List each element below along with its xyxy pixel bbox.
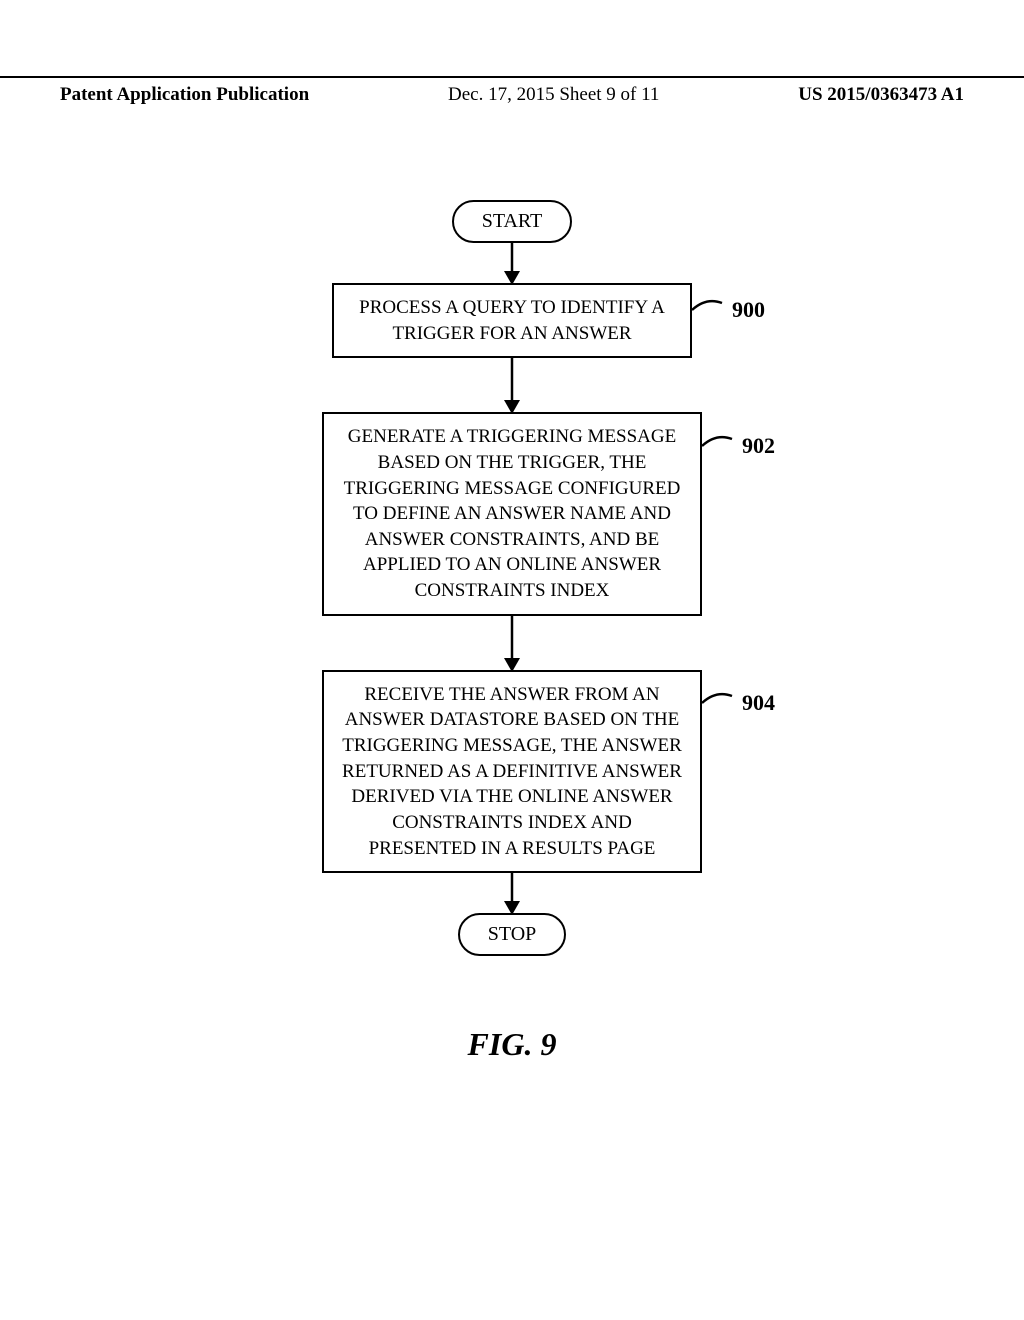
flow-step-902-row: GENERATE A TRIGGERING MESSAGE BASED ON T…	[322, 412, 702, 615]
flowchart: START PROCESS A QUERY TO IDENTIFY A TRIG…	[0, 200, 1024, 1063]
ref-connector-900: 900	[692, 297, 765, 323]
flow-step-900-row: PROCESS A QUERY TO IDENTIFY A TRIGGER FO…	[332, 283, 692, 358]
flow-step-904: RECEIVE THE ANSWER FROM AN ANSWER DATAST…	[322, 670, 702, 873]
flow-step-904-row: RECEIVE THE ANSWER FROM AN ANSWER DATAST…	[322, 670, 702, 873]
ref-connector-904: 904	[702, 690, 775, 716]
flow-step-900-text: PROCESS A QUERY TO IDENTIFY A TRIGGER FO…	[359, 297, 665, 344]
arrow-start-to-900	[500, 241, 524, 285]
flow-stop-terminal: STOP	[458, 913, 567, 956]
flow-step-902-text: GENERATE A TRIGGERING MESSAGE BASED ON T…	[344, 426, 681, 601]
header-publication: Patent Application Publication	[60, 84, 309, 106]
header-date-sheet: Dec. 17, 2015 Sheet 9 of 11	[448, 84, 659, 106]
ref-num-902: 902	[742, 433, 775, 459]
ref-connector-902: 902	[702, 433, 775, 459]
arrow-904-to-stop	[500, 871, 524, 915]
header-pub-number: US 2015/0363473 A1	[798, 84, 964, 106]
ref-num-904: 904	[742, 690, 775, 716]
flow-step-900: PROCESS A QUERY TO IDENTIFY A TRIGGER FO…	[332, 283, 692, 358]
arrow-900-to-902	[500, 356, 524, 414]
flow-start-label: START	[482, 210, 543, 232]
flow-stop-label: STOP	[488, 923, 537, 945]
flow-start-terminal: START	[452, 200, 573, 243]
flow-step-904-text: RECEIVE THE ANSWER FROM AN ANSWER DATAST…	[342, 684, 682, 859]
arrow-902-to-904	[500, 614, 524, 672]
flow-step-902: GENERATE A TRIGGERING MESSAGE BASED ON T…	[322, 412, 702, 615]
figure-caption: FIG. 9	[468, 1026, 557, 1063]
ref-num-900: 900	[732, 297, 765, 323]
patent-header: Patent Application Publication Dec. 17, …	[0, 76, 1024, 106]
